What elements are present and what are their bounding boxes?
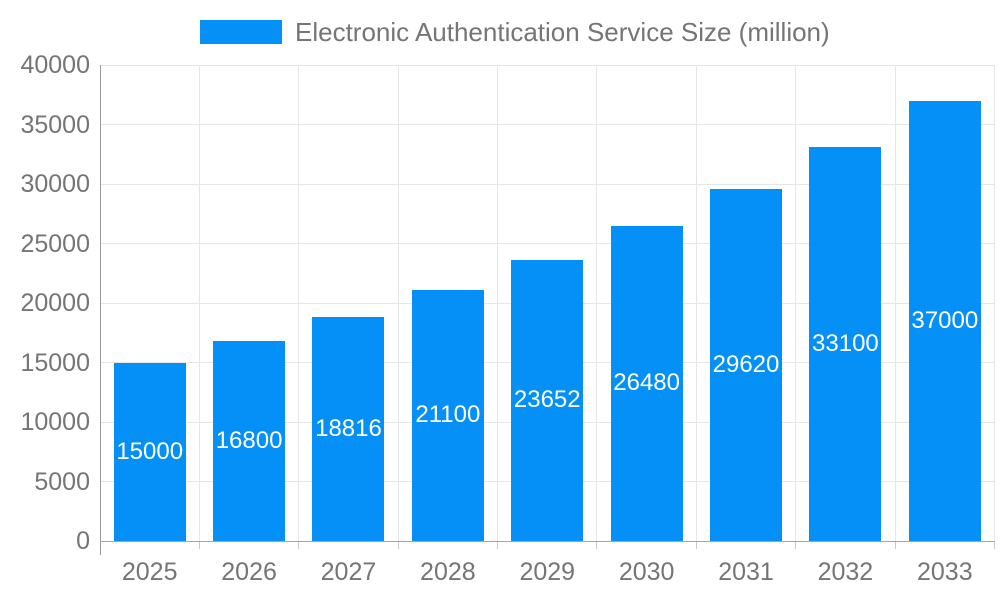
x-axis-tick-mark — [894, 541, 896, 549]
x-axis-tick-label: 2032 — [817, 558, 874, 586]
x-axis-tick-label: 2027 — [320, 558, 377, 586]
x-axis-tick-label: 2028 — [420, 558, 476, 586]
legend-label: Electronic Authentication Service Size (… — [295, 16, 830, 47]
bar — [610, 225, 683, 541]
y-axis-tick-label: 0 — [76, 527, 90, 555]
x-axis-tick-label: 2030 — [618, 558, 675, 586]
bar — [411, 289, 484, 541]
v-gridline — [596, 65, 598, 541]
bar-value-label: 15000 — [116, 437, 184, 465]
bar-value-label: 29620 — [712, 350, 780, 378]
bar — [312, 317, 385, 541]
y-axis-tick-label: 35000 — [20, 110, 90, 139]
bar-value-label: 18816 — [315, 415, 382, 443]
bar — [213, 341, 286, 541]
bar — [710, 188, 783, 541]
x-axis-tick-label: 2029 — [519, 558, 576, 586]
h-gridline — [100, 243, 995, 244]
x-axis-tick-mark — [795, 541, 797, 549]
x-axis-line — [100, 540, 995, 542]
legend-swatch — [200, 20, 282, 44]
bar-value-label: 23652 — [513, 386, 581, 414]
bar-value-label: 21100 — [415, 401, 481, 429]
v-gridline — [695, 65, 697, 541]
y-axis-tick-label: 20000 — [20, 289, 90, 317]
v-gridline — [497, 65, 499, 541]
x-axis-tick-label: 2025 — [121, 558, 178, 586]
legend: Electronic Authentication Service Size (… — [200, 16, 830, 47]
x-axis-tick-mark — [397, 541, 399, 549]
y-axis-tick-label: 40000 — [20, 51, 90, 79]
y-axis-line — [99, 65, 101, 555]
v-gridline — [397, 65, 399, 541]
x-axis-tick-mark — [994, 541, 995, 549]
v-gridline — [198, 65, 200, 541]
x-axis-tick-mark — [695, 541, 697, 549]
bar — [113, 362, 186, 541]
x-axis-tick-mark — [596, 541, 598, 549]
bar — [511, 259, 584, 541]
x-axis-tick-mark — [497, 541, 499, 549]
x-axis-tick-mark — [298, 541, 300, 549]
bar-value-label: 26480 — [613, 369, 680, 397]
v-gridline — [298, 65, 300, 541]
h-gridline — [100, 64, 995, 66]
bar — [809, 147, 882, 541]
v-gridline — [994, 65, 995, 541]
bar-value-label: 33100 — [812, 330, 879, 358]
x-axis-tick-label: 2033 — [916, 558, 973, 586]
x-axis-tick-label: 2026 — [221, 558, 277, 586]
x-axis-tick-mark — [198, 541, 200, 549]
y-axis-tick-label: 10000 — [20, 408, 90, 436]
h-gridline — [100, 183, 995, 185]
v-gridline — [894, 65, 896, 541]
y-axis-tick-label: 15000 — [20, 348, 90, 377]
y-axis-tick-label: 25000 — [20, 229, 90, 258]
h-gridline — [100, 124, 995, 125]
v-gridline — [795, 65, 797, 541]
y-axis-tick-label: 5000 — [34, 467, 90, 496]
bar-value-label: 37000 — [911, 306, 979, 334]
bar — [908, 100, 981, 541]
y-axis-tick-label: 30000 — [20, 170, 90, 198]
bar-value-label: 16800 — [215, 427, 283, 455]
x-axis-tick-label: 2031 — [718, 558, 774, 586]
